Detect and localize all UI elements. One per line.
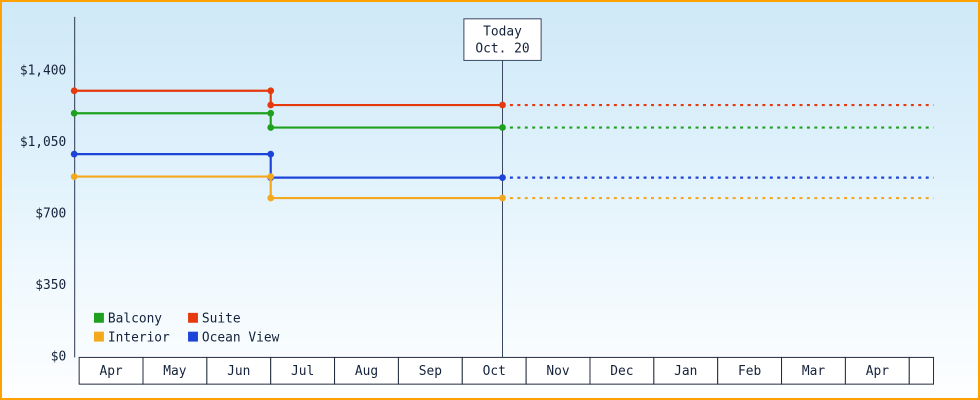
month-label-12: Apr bbox=[866, 364, 889, 379]
today-label-line1: Today bbox=[483, 25, 522, 40]
price-point-balcony bbox=[267, 124, 275, 131]
price-point-interior bbox=[499, 194, 506, 202]
today-label-box bbox=[463, 18, 542, 61]
price-point-suite bbox=[70, 87, 78, 95]
legend-label-balcony: Balcony bbox=[108, 312, 162, 327]
y-tick-label-3: $350 bbox=[35, 278, 66, 293]
y-tick-label-1: $1,050 bbox=[20, 135, 66, 150]
month-label-1: May bbox=[163, 364, 186, 379]
y-tick-label-0: $1,400 bbox=[20, 63, 66, 78]
price-line-suite bbox=[74, 89, 503, 107]
month-label-2: Jun bbox=[227, 364, 250, 379]
price-point-balcony bbox=[267, 109, 275, 117]
price-point-suite bbox=[267, 87, 275, 95]
price-point-ocean-view bbox=[499, 174, 506, 181]
legend-swatch-suite bbox=[188, 312, 198, 323]
price-line-interior bbox=[74, 175, 503, 200]
month-cell bbox=[717, 356, 783, 385]
legend-label-suite: Suite bbox=[202, 312, 241, 327]
month-label-4: Aug bbox=[355, 364, 378, 379]
month-label-5: Sep bbox=[419, 364, 442, 379]
price-line-balcony bbox=[74, 112, 503, 129]
month-label-6: Oct bbox=[483, 364, 506, 379]
legend-label-interior: Interior bbox=[108, 331, 170, 346]
price-point-suite bbox=[267, 101, 275, 109]
month-label-10: Feb bbox=[738, 364, 761, 379]
month-cell bbox=[653, 356, 719, 385]
today-label-line2: Oct. 20 bbox=[475, 41, 529, 56]
month-cell bbox=[589, 356, 655, 385]
legend-swatch-ocean-view bbox=[188, 331, 198, 342]
month-label-7: Nov bbox=[546, 364, 569, 379]
price-point-interior bbox=[267, 173, 275, 180]
price-point-balcony bbox=[499, 124, 506, 131]
price-point-ocean-view bbox=[70, 150, 78, 158]
price-point-suite bbox=[499, 101, 506, 109]
price-point-interior bbox=[267, 194, 275, 202]
month-label-3: Jul bbox=[291, 364, 314, 379]
y-tick-label-2: $700 bbox=[35, 206, 66, 221]
month-label-8: Dec bbox=[610, 364, 633, 379]
y-tick-label-4: $0 bbox=[51, 349, 66, 364]
legend-swatch-interior bbox=[94, 331, 104, 342]
legend-label-ocean-view: Ocean View bbox=[202, 331, 280, 346]
month-label-11: Mar bbox=[802, 364, 825, 379]
price-point-interior bbox=[70, 173, 78, 180]
price-point-balcony bbox=[70, 109, 78, 117]
month-cell-partial bbox=[908, 356, 935, 385]
legend-swatch-balcony bbox=[94, 312, 104, 323]
month-cell bbox=[206, 356, 272, 385]
price-point-ocean-view bbox=[267, 150, 275, 158]
month-cell bbox=[142, 356, 208, 385]
month-label-9: Jan bbox=[674, 364, 697, 379]
month-cell bbox=[844, 356, 910, 385]
month-label-0: Apr bbox=[99, 364, 122, 379]
price-line-ocean-view bbox=[74, 153, 503, 179]
